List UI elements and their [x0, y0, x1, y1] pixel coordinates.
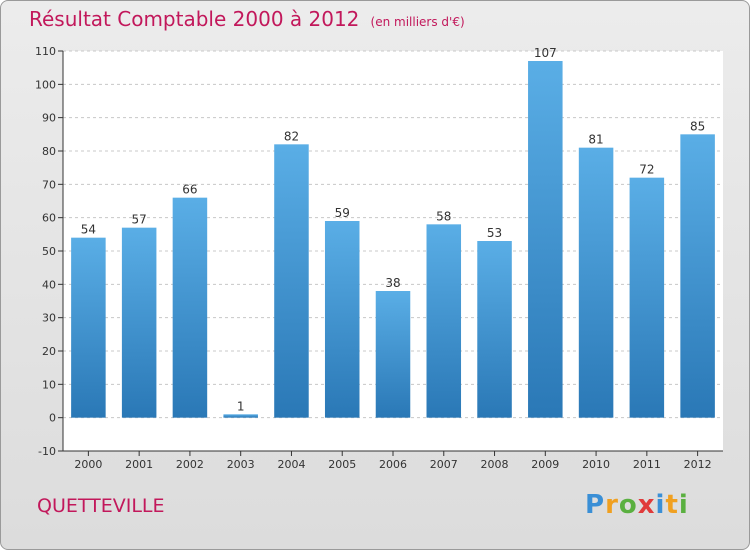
y-tick-label: -10	[38, 445, 56, 458]
y-tick-label: 90	[42, 112, 56, 125]
logo-letter: i	[655, 490, 666, 520]
proxiti-logo: Proxiti	[585, 490, 689, 520]
y-tick-label: 30	[42, 312, 56, 325]
data-label-2002: 66	[182, 183, 197, 197]
data-label-2012: 85	[690, 119, 705, 133]
bar-2000	[71, 237, 106, 418]
bar-2001	[121, 227, 157, 418]
chart-title: Résultat Comptable 2000 à 2012	[29, 7, 360, 31]
title-row: Résultat Comptable 2000 à 2012 (en milli…	[29, 7, 465, 31]
data-label-2000: 54	[81, 223, 96, 237]
logo-letter: P	[585, 490, 606, 520]
bar-2010	[578, 147, 614, 418]
x-tick-label-2001: 2001	[125, 458, 153, 471]
data-label-2003: 1	[237, 399, 245, 413]
bar-2005	[324, 221, 360, 418]
x-tick-label-2011: 2011	[633, 458, 661, 471]
commune-name: QUETTEVILLE	[37, 495, 165, 517]
x-tick-label-2009: 2009	[531, 458, 559, 471]
y-tick-label: 50	[42, 245, 56, 258]
bar-2003	[223, 414, 258, 418]
x-tick-label-2012: 2012	[684, 458, 712, 471]
data-label-2004: 82	[284, 129, 299, 143]
y-tick-label: 40	[42, 278, 56, 291]
x-tick-label-2003: 2003	[227, 458, 255, 471]
bar-2004	[274, 144, 309, 418]
bar-2009	[528, 61, 563, 418]
data-label-2005: 59	[335, 206, 350, 220]
y-tick-label: 110	[35, 45, 56, 58]
bar-2011	[629, 177, 665, 418]
bar-2012	[680, 134, 715, 418]
y-tick-label: 20	[42, 345, 56, 358]
data-label-2006: 38	[385, 276, 400, 290]
bar-2007	[426, 224, 462, 418]
bar-2006	[375, 291, 411, 418]
data-label-2011: 72	[639, 163, 654, 177]
y-tick-label: 80	[42, 145, 56, 158]
logo-letter: r	[605, 490, 619, 520]
y-tick-label: 70	[42, 178, 56, 191]
bar-2002	[172, 197, 208, 418]
x-tick-label-2004: 2004	[277, 458, 305, 471]
y-tick-label: 100	[35, 78, 56, 91]
logo-letter: i	[678, 490, 689, 520]
y-tick-label: 10	[42, 378, 56, 391]
x-tick-label-2010: 2010	[582, 458, 610, 471]
x-tick-label-2005: 2005	[328, 458, 356, 471]
y-tick-label: 0	[49, 412, 56, 425]
data-label-2008: 53	[487, 226, 502, 240]
chart-subtitle: (en milliers d'€)	[370, 15, 465, 29]
data-label-2009: 107	[534, 46, 557, 60]
x-tick-label-2000: 2000	[74, 458, 102, 471]
logo-letter: x	[637, 490, 656, 520]
bar-2008	[477, 241, 512, 418]
y-tick-label: 60	[42, 212, 56, 225]
logo-letter: t	[665, 490, 679, 520]
data-label-2010: 81	[588, 133, 603, 147]
data-label-2001: 57	[132, 213, 147, 227]
logo-letter: o	[618, 490, 638, 520]
x-tick-label-2006: 2006	[379, 458, 407, 471]
x-tick-label-2002: 2002	[176, 458, 204, 471]
x-tick-label-2007: 2007	[430, 458, 458, 471]
data-label-2007: 58	[436, 209, 451, 223]
x-tick-label-2008: 2008	[481, 458, 509, 471]
